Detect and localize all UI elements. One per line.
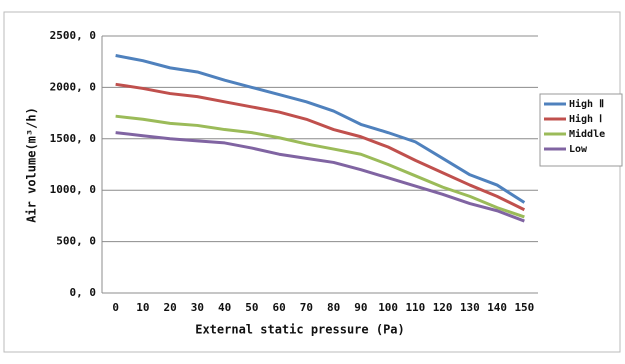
x-tick-label: 120 [433, 301, 453, 314]
series-line [115, 54, 526, 204]
x-tick-label: 20 [164, 301, 177, 314]
x-tick-label: 70 [300, 301, 313, 314]
x-tick-label: 50 [245, 301, 258, 314]
x-tick-label: 0 [112, 301, 119, 314]
legend-label: Low [569, 144, 588, 155]
x-tick-label: 60 [273, 301, 286, 314]
x-tick-label: 40 [218, 301, 231, 314]
y-axis-title: Air volume(m³/h) [25, 107, 39, 223]
series-line [115, 131, 525, 223]
series-line [115, 114, 525, 219]
y-tick-label: 500, 0 [56, 235, 96, 248]
y-tick-label: 1500, 0 [50, 132, 96, 145]
x-tick-label: 100 [378, 301, 398, 314]
series-line [115, 82, 526, 212]
chart-frame [3, 11, 621, 353]
x-tick-label: 130 [460, 301, 480, 314]
x-tick-label: 90 [354, 301, 367, 314]
y-tick-label: 2000, 0 [50, 80, 96, 93]
legend-box [539, 93, 623, 167]
x-tick-label: 30 [191, 301, 204, 314]
legend-label: Middle [569, 128, 605, 140]
legend-label: High Ⅰ [569, 113, 602, 125]
x-axis-title: External static pressure (Pa) [195, 323, 405, 337]
y-tick-label: 0, 0 [70, 286, 97, 299]
x-tick-label: 140 [487, 301, 507, 314]
legend-label: High Ⅱ [569, 98, 604, 110]
x-tick-label: 110 [405, 301, 425, 314]
x-tick-label: 80 [327, 301, 340, 314]
y-tick-label: 2500, 0 [50, 29, 96, 42]
y-tick-label: 1000, 0 [50, 183, 96, 196]
x-tick-label: 150 [514, 301, 534, 314]
x-tick-label: 10 [136, 301, 149, 314]
